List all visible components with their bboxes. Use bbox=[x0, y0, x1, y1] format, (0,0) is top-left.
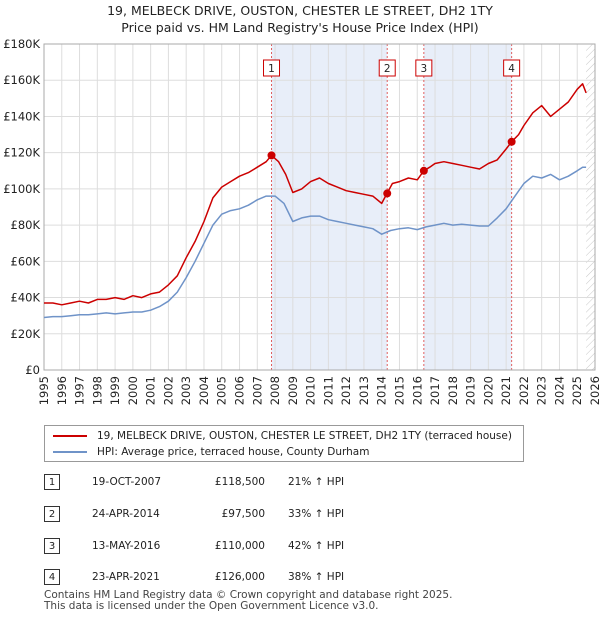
transaction-label-number: 1 bbox=[268, 63, 275, 75]
x-tick-label: 2010 bbox=[304, 376, 318, 405]
y-tick-label: £60K bbox=[11, 254, 41, 268]
x-tick-label: 2011 bbox=[321, 376, 335, 405]
transaction-marker bbox=[267, 151, 276, 160]
transaction-label-box bbox=[378, 59, 396, 77]
x-tick-label: 2000 bbox=[126, 376, 140, 405]
plot-border bbox=[43, 43, 596, 371]
transaction-label-box bbox=[415, 59, 433, 77]
transaction-label-number: 4 bbox=[508, 63, 515, 75]
x-tick-label: 2008 bbox=[268, 376, 282, 405]
x-tick-label: 2005 bbox=[215, 376, 229, 405]
row-price: £118,500 bbox=[214, 476, 265, 488]
table-row: 3 13-MAY-2016 £110,000 42% ↑ HPI bbox=[44, 538, 444, 554]
table-row: 2 24-APR-2014 £97,500 33% ↑ HPI bbox=[44, 506, 444, 522]
transaction-label-box bbox=[503, 59, 521, 77]
transaction-marker bbox=[383, 189, 392, 198]
legend-swatch-red bbox=[53, 435, 87, 437]
y-tick-label: £180K bbox=[3, 37, 40, 51]
transaction-label-box bbox=[263, 59, 281, 77]
y-tick-label: £120K bbox=[3, 146, 40, 160]
x-tick-label: 2001 bbox=[144, 376, 158, 405]
legend-label-property: 19, MELBECK DRIVE, OUSTON, CHESTER LE ST… bbox=[97, 430, 512, 442]
x-tick-label: 2023 bbox=[535, 376, 549, 405]
x-tick-label: 2022 bbox=[517, 376, 531, 405]
x-tick-label: 1995 bbox=[37, 376, 51, 405]
row-number-badge: 3 bbox=[44, 538, 60, 554]
legend-item-property: 19, MELBECK DRIVE, OUSTON, CHESTER LE ST… bbox=[53, 428, 512, 444]
chart-title: 19, MELBECK DRIVE, OUSTON, CHESTER LE ST… bbox=[107, 3, 493, 18]
row-number-badge: 2 bbox=[44, 506, 60, 522]
footer-licence: This data is licensed under the Open Gov… bbox=[44, 600, 379, 612]
x-tick-label: 1996 bbox=[55, 376, 69, 405]
x-tick-label: 2024 bbox=[552, 376, 566, 405]
x-tick-label: 2009 bbox=[286, 376, 300, 405]
row-date: 23-APR-2021 bbox=[92, 571, 160, 583]
table-row: 4 23-APR-2021 £126,000 38% ↑ HPI bbox=[44, 569, 444, 585]
row-price: £97,500 bbox=[221, 508, 265, 520]
x-tick-label: 2006 bbox=[233, 376, 247, 405]
x-tick-label: 2017 bbox=[428, 376, 442, 405]
row-price: £110,000 bbox=[214, 540, 265, 552]
row-price: £126,000 bbox=[214, 571, 265, 583]
transaction-label-number: 2 bbox=[384, 63, 391, 75]
x-tick-label: 2003 bbox=[179, 376, 193, 405]
series-line-property bbox=[44, 83, 587, 306]
footer-copyright: Contains HM Land Registry data © Crown c… bbox=[44, 589, 453, 601]
shaded-range bbox=[271, 44, 388, 370]
chart-subtitle: Price paid vs. HM Land Registry's House … bbox=[121, 20, 479, 35]
x-tick-label: 2025 bbox=[570, 376, 584, 405]
legend-item-hpi: HPI: Average price, terraced house, Coun… bbox=[53, 444, 369, 460]
row-date: 24-APR-2014 bbox=[92, 508, 160, 520]
price-chart: £0 £20K £40K £60K £80K £100K £120K £140K £160K £1… bbox=[3, 37, 600, 405]
x-tick-label: 2018 bbox=[446, 376, 460, 405]
x-tick-label: 1998 bbox=[90, 376, 104, 405]
future-region bbox=[586, 44, 595, 370]
series-line-hpi bbox=[43, 166, 587, 319]
legend: 19, MELBECK DRIVE, OUSTON, CHESTER LE ST… bbox=[44, 425, 524, 462]
y-tick-label: £20K bbox=[11, 327, 41, 341]
row-hpi: 21% ↑ HPI bbox=[288, 476, 345, 488]
y-tick-label: £80K bbox=[11, 218, 41, 232]
row-number-badge: 1 bbox=[44, 474, 60, 490]
x-tick-label: 2002 bbox=[161, 376, 175, 405]
row-number-badge: 4 bbox=[44, 569, 60, 585]
x-tick-label: 2016 bbox=[410, 376, 424, 405]
x-tick-label: 2020 bbox=[481, 376, 495, 405]
x-tick-label: 2007 bbox=[250, 376, 264, 405]
x-tick-label: 2021 bbox=[499, 376, 513, 405]
x-tick-label: 2013 bbox=[357, 376, 371, 405]
row-hpi: 33% ↑ HPI bbox=[288, 508, 345, 520]
transaction-label-number: 3 bbox=[420, 63, 427, 75]
y-tick-label: £160K bbox=[3, 73, 40, 87]
x-tick-label: 1997 bbox=[73, 376, 87, 405]
x-tick-label: 2026 bbox=[588, 376, 600, 405]
y-tick-label: £40K bbox=[11, 291, 41, 305]
row-hpi: 42% ↑ HPI bbox=[288, 540, 345, 552]
y-tick-label: £0 bbox=[25, 363, 40, 377]
x-tick-label: 2004 bbox=[197, 376, 211, 405]
x-tick-label: 2019 bbox=[464, 376, 478, 405]
table-row: 1 19-OCT-2007 £118,500 21% ↑ HPI bbox=[44, 474, 444, 490]
y-tick-label: £100K bbox=[3, 182, 40, 196]
row-date: 13-MAY-2016 bbox=[92, 540, 161, 552]
row-hpi: 38% ↑ HPI bbox=[288, 571, 345, 583]
x-tick-label: 1999 bbox=[108, 376, 122, 405]
transaction-marker bbox=[507, 137, 516, 146]
x-tick-label: 2015 bbox=[392, 376, 406, 405]
y-tick-label: £140K bbox=[3, 109, 40, 123]
legend-swatch-blue bbox=[53, 451, 87, 453]
x-tick-label: 2012 bbox=[339, 376, 353, 405]
legend-label-hpi: HPI: Average price, terraced house, Coun… bbox=[97, 446, 370, 458]
row-date: 19-OCT-2007 bbox=[92, 476, 161, 488]
transaction-marker bbox=[419, 166, 428, 175]
shaded-range bbox=[423, 44, 512, 370]
x-tick-label: 2014 bbox=[375, 376, 389, 405]
